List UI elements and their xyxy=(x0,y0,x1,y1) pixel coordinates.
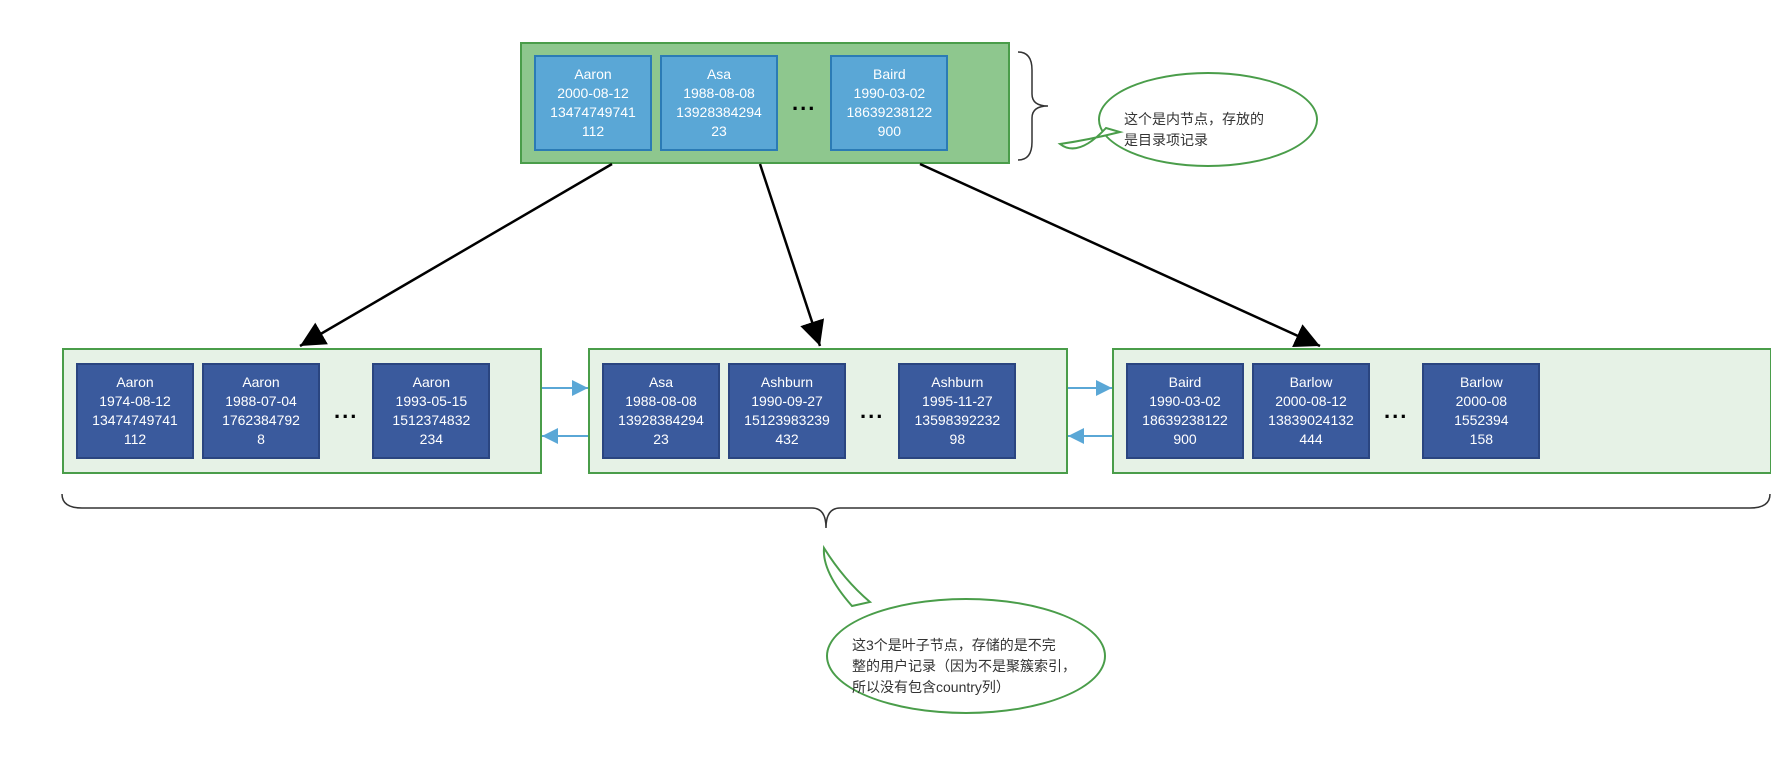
entry-date: 1995-11-27 xyxy=(922,392,993,411)
internal-node: Aaron2000-08-1213474749741112Asa1988-08-… xyxy=(520,42,1010,164)
entry-num2: 23 xyxy=(653,430,669,449)
entry-name: Aaron xyxy=(574,65,611,84)
entry-name: Baird xyxy=(873,65,906,84)
entry-num1: 18639238122 xyxy=(1142,411,1228,430)
entry-date: 1990-03-02 xyxy=(1149,392,1221,411)
entry-date: 2000-08-12 xyxy=(557,84,629,103)
entry-box: Ashburn1990-09-2715123983239432 xyxy=(728,363,846,459)
entry-name: Asa xyxy=(707,65,731,84)
entry-num1: 13598392232 xyxy=(915,411,1001,430)
entry-num1: 15123983239 xyxy=(744,411,830,430)
entry-num2: 432 xyxy=(775,430,798,449)
entry-num2: 112 xyxy=(582,122,604,141)
entry-box: Aaron1974-08-1213474749741112 xyxy=(76,363,194,459)
entry-name: Barlow xyxy=(1290,373,1333,392)
entry-num1: 13474749741 xyxy=(92,411,178,430)
entry-num2: 23 xyxy=(711,122,727,141)
entry-date: 1993-05-15 xyxy=(396,392,468,411)
callout-internal-node: 这个是内节点，存放的 是目录项记录 xyxy=(1098,72,1318,167)
entry-name: Ashburn xyxy=(761,373,813,392)
entry-box: Asa1988-08-081392838429423 xyxy=(602,363,720,459)
entry-num2: 112 xyxy=(124,430,146,449)
entry-name: Barlow xyxy=(1460,373,1503,392)
entry-num2: 234 xyxy=(420,430,443,449)
entry-name: Aaron xyxy=(413,373,450,392)
entry-date: 1988-07-04 xyxy=(225,392,297,411)
entry-date: 1990-09-27 xyxy=(751,392,823,411)
callout-text: 这个是内节点，存放的 是目录项记录 xyxy=(1124,111,1264,148)
entry-num2: 900 xyxy=(878,122,901,141)
leaf-node: Asa1988-08-081392838429423Ashburn1990-09… xyxy=(588,348,1068,474)
ellipsis-icon: ... xyxy=(1378,398,1414,424)
entry-box: Baird1990-03-0218639238122900 xyxy=(1126,363,1244,459)
entry-num1: 1552394 xyxy=(1454,411,1509,430)
entry-date: 1990-03-02 xyxy=(854,84,926,103)
entry-box: Baird1990-03-0218639238122900 xyxy=(830,55,948,151)
entry-num2: 900 xyxy=(1173,430,1196,449)
entry-num1: 18639238122 xyxy=(847,103,933,122)
entry-num1: 1762384792 xyxy=(222,411,300,430)
entry-num1: 13928384294 xyxy=(676,103,762,122)
entry-num1: 1512374832 xyxy=(392,411,470,430)
leaf-node: Aaron1974-08-1213474749741112Aaron1988-0… xyxy=(62,348,542,474)
leaf-node: Baird1990-03-0218639238122900Barlow2000-… xyxy=(1112,348,1771,474)
entry-box: Aaron1988-07-0417623847928 xyxy=(202,363,320,459)
entry-name: Asa xyxy=(649,373,673,392)
entry-box: Aaron1993-05-151512374832234 xyxy=(372,363,490,459)
entry-date: 2000-08 xyxy=(1456,392,1507,411)
entry-box: Barlow2000-081552394158 xyxy=(1422,363,1540,459)
entry-num1: 13839024132 xyxy=(1268,411,1354,430)
entry-name: Ashburn xyxy=(931,373,983,392)
entry-name: Aaron xyxy=(242,373,279,392)
entry-num2: 98 xyxy=(950,430,966,449)
entry-date: 1988-08-08 xyxy=(683,84,755,103)
entry-name: Baird xyxy=(1169,373,1202,392)
entry-num2: 158 xyxy=(1470,430,1493,449)
entry-box: Barlow2000-08-1213839024132444 xyxy=(1252,363,1370,459)
entry-num2: 8 xyxy=(257,430,265,449)
entry-date: 1988-08-08 xyxy=(625,392,697,411)
callout-text: 这3个是叶子节点，存储的是不完 整的用户记录（因为不是聚簇索引， 所以没有包含c… xyxy=(852,637,1076,695)
ellipsis-icon: ... xyxy=(328,398,364,424)
entry-date: 1974-08-12 xyxy=(99,392,171,411)
entry-date: 2000-08-12 xyxy=(1275,392,1347,411)
entry-name: Aaron xyxy=(116,373,153,392)
entry-box: Ashburn1995-11-271359839223298 xyxy=(898,363,1016,459)
entry-box: Aaron2000-08-1213474749741112 xyxy=(534,55,652,151)
entry-num1: 13474749741 xyxy=(550,103,636,122)
callout-leaf-nodes: 这3个是叶子节点，存储的是不完 整的用户记录（因为不是聚簇索引， 所以没有包含c… xyxy=(826,598,1106,714)
ellipsis-icon: ... xyxy=(854,398,890,424)
ellipsis-icon: ... xyxy=(786,90,822,116)
entry-num2: 444 xyxy=(1299,430,1322,449)
entry-box: Asa1988-08-081392838429423 xyxy=(660,55,778,151)
entry-num1: 13928384294 xyxy=(618,411,704,430)
